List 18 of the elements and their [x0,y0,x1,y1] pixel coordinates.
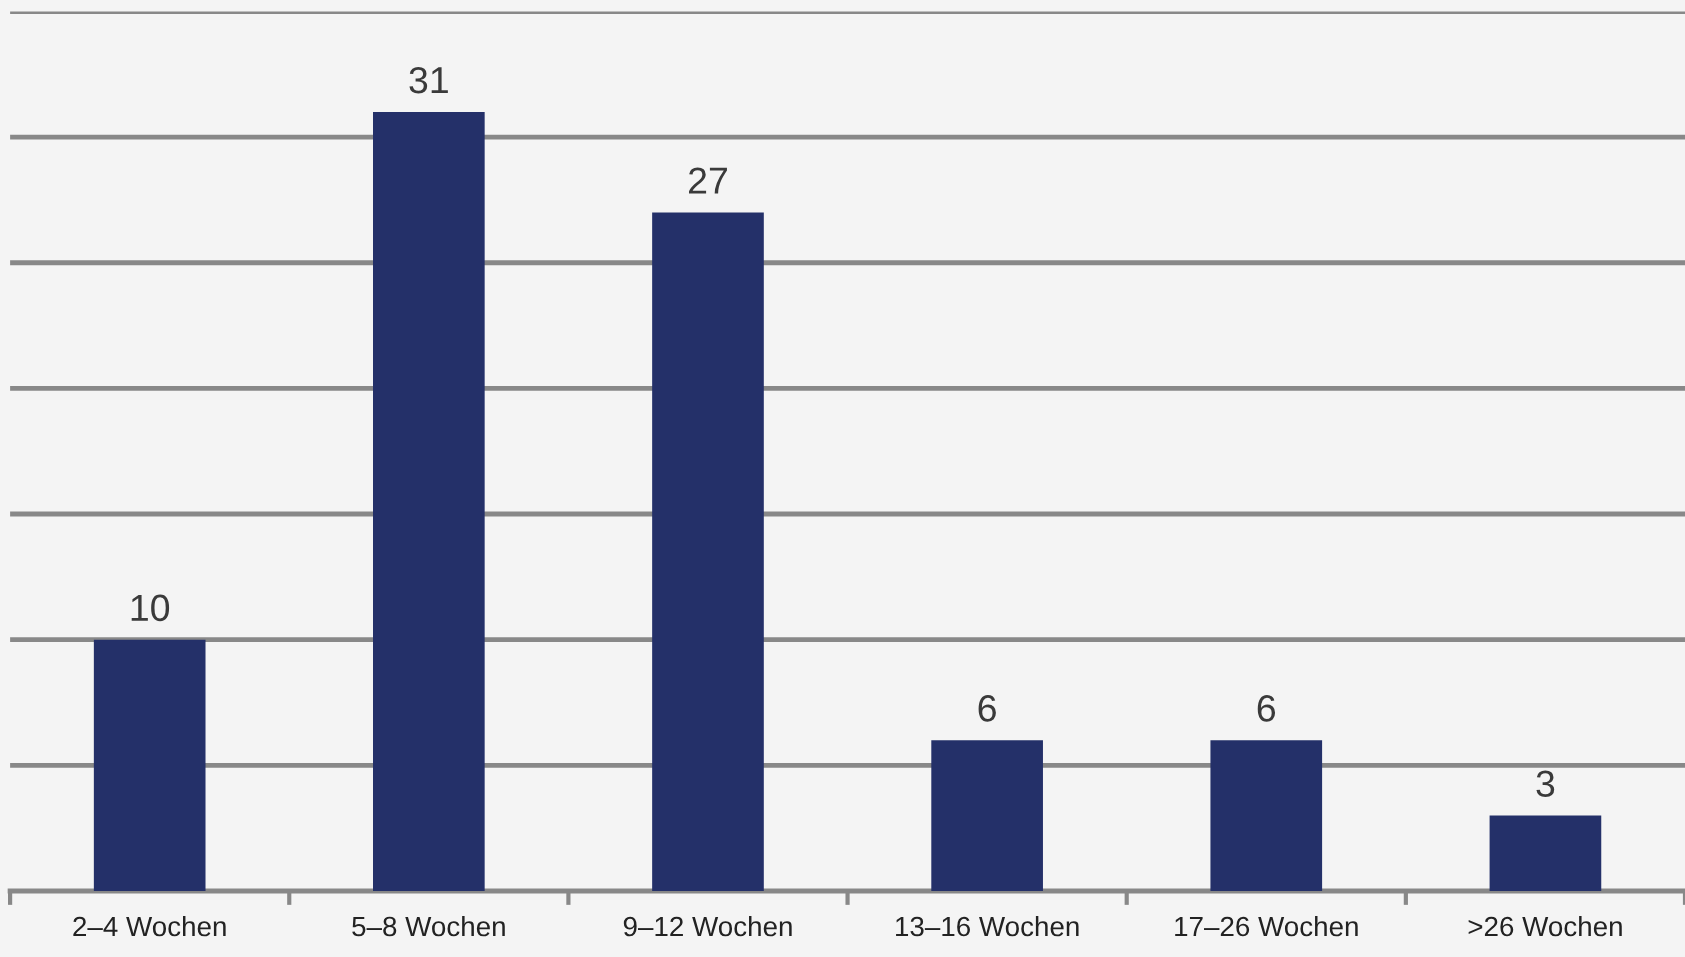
x-tick-label: 13–16 Wochen [896,915,1079,937]
x-tick-label: 2–4 Wochen [73,915,226,937]
bar [1210,740,1323,891]
bar [931,740,1043,891]
data-label: 10 [131,594,170,622]
data-label: 6 [978,695,996,722]
bar [652,212,764,891]
x-tick-label: 17–26 Wochen [1175,915,1358,937]
x-tick-label: 5–8 Wochen [352,915,505,937]
data-label: 3 [1536,770,1555,798]
bar [93,639,206,891]
x-tick-label: >26 Wochen [1468,915,1622,937]
bar [373,112,485,891]
data-label: 31 [409,66,448,94]
bar [1489,815,1602,891]
data-label: 27 [689,167,727,194]
x-tick-label: 9–12 Wochen [623,915,792,937]
data-label: 6 [1257,695,1276,722]
